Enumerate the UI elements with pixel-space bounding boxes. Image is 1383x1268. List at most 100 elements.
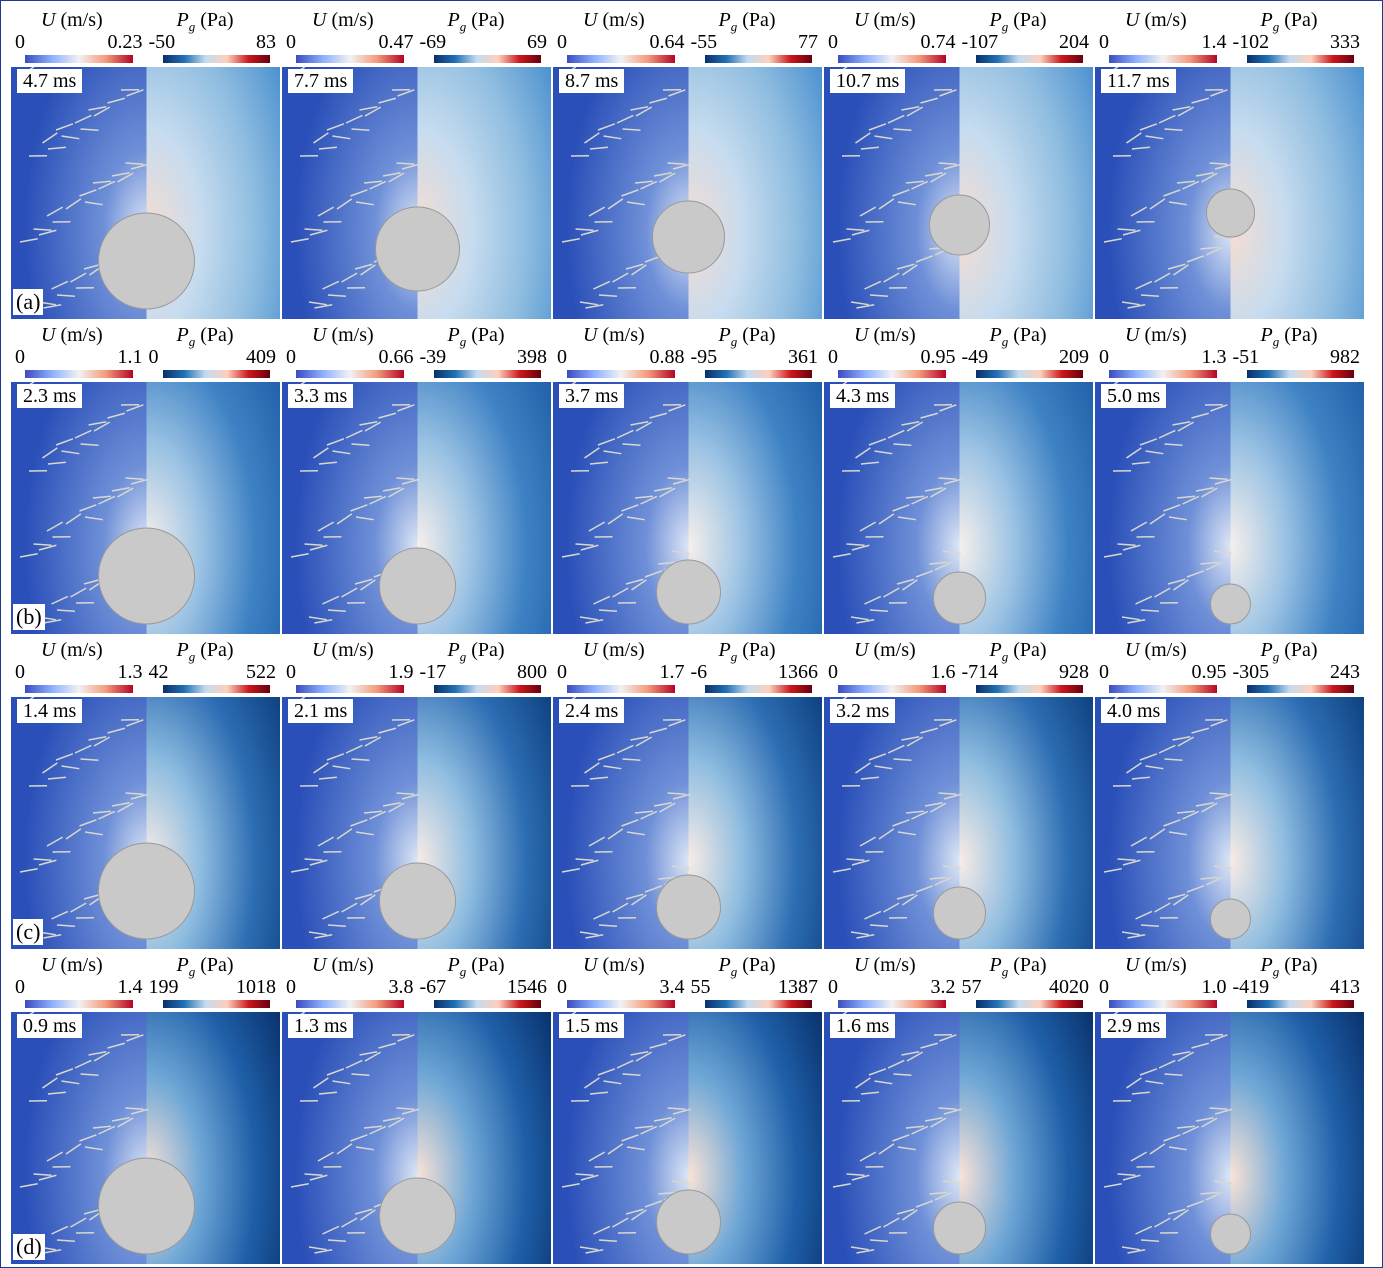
p-max: 4020	[960, 976, 1090, 999]
p-max: 333	[1231, 31, 1361, 54]
bubble	[376, 207, 460, 291]
bubble	[1211, 1214, 1251, 1254]
field-image	[553, 382, 822, 634]
bubble	[1207, 189, 1255, 237]
bubble	[653, 201, 725, 273]
u-label: U (m/s)	[854, 324, 916, 347]
pressure-field	[1231, 67, 1365, 319]
pressure-field	[960, 67, 1094, 319]
u-max: 1.3	[1095, 346, 1227, 369]
p-symbol: P	[990, 639, 1002, 661]
u-colorbar	[838, 55, 946, 63]
p-symbol: P	[448, 639, 460, 661]
p-symbol: P	[719, 639, 731, 661]
u-colorbar	[1109, 370, 1217, 378]
time-label: 3.7 ms	[559, 384, 624, 408]
field-image	[1095, 382, 1364, 634]
u-label: U (m/s)	[312, 639, 374, 662]
u-label: U (m/s)	[41, 639, 103, 662]
p-symbol: P	[1261, 324, 1273, 346]
u-label: U (m/s)	[583, 324, 645, 347]
field-image	[1095, 1012, 1364, 1264]
u-max: 0.47	[282, 31, 414, 54]
p-symbol: P	[448, 954, 460, 976]
bubble	[380, 863, 456, 939]
u-label: U (m/s)	[854, 639, 916, 662]
u-unit: (m/s)	[1144, 954, 1186, 976]
u-colorbar	[567, 370, 675, 378]
u-colorbar	[838, 685, 946, 693]
p-colorbar	[705, 685, 813, 693]
u-symbol: U	[1125, 9, 1139, 31]
field-image	[282, 697, 551, 949]
bubble	[1211, 899, 1251, 939]
u-label: U (m/s)	[583, 639, 645, 662]
p-symbol: P	[177, 954, 189, 976]
p-max: 69	[418, 31, 548, 54]
field-image	[553, 1012, 822, 1264]
bubble	[380, 548, 456, 624]
field-image	[11, 67, 280, 319]
time-label: 1.3 ms	[288, 1014, 353, 1038]
p-max: 522	[147, 661, 277, 684]
p-max: 209	[960, 346, 1090, 369]
u-colorbar	[296, 370, 404, 378]
bubble	[380, 1178, 456, 1254]
u-unit: (m/s)	[60, 324, 102, 346]
u-label: U (m/s)	[583, 954, 645, 977]
p-symbol: P	[448, 324, 460, 346]
u-label: U (m/s)	[41, 324, 103, 347]
p-symbol: P	[719, 9, 731, 31]
p-colorbar	[1247, 370, 1355, 378]
u-max: 3.4	[553, 976, 685, 999]
p-unit: (Pa)	[471, 954, 504, 976]
u-symbol: U	[1125, 324, 1139, 346]
time-label: 2.3 ms	[17, 384, 82, 408]
pressure-field	[1231, 697, 1365, 949]
p-colorbar	[976, 55, 1084, 63]
u-unit: (m/s)	[60, 639, 102, 661]
p-colorbar	[434, 370, 542, 378]
p-unit: (Pa)	[742, 9, 775, 31]
bubble	[99, 1158, 195, 1254]
u-unit: (m/s)	[873, 954, 915, 976]
bubble	[1211, 584, 1251, 624]
u-label: U (m/s)	[312, 324, 374, 347]
u-colorbar	[25, 685, 133, 693]
u-symbol: U	[854, 954, 868, 976]
u-unit: (m/s)	[602, 954, 644, 976]
u-unit: (m/s)	[331, 9, 373, 31]
p-colorbar	[705, 55, 813, 63]
velocity-field	[1095, 697, 1231, 949]
u-colorbar	[296, 685, 404, 693]
u-symbol: U	[854, 324, 868, 346]
u-label: U (m/s)	[41, 9, 103, 32]
pressure-field	[689, 67, 823, 319]
pressure-field	[1231, 1012, 1365, 1264]
p-max: 800	[418, 661, 548, 684]
u-max: 1.0	[1095, 976, 1227, 999]
time-label: 4.3 ms	[830, 384, 895, 408]
u-label: U (m/s)	[1125, 9, 1187, 32]
u-unit: (m/s)	[602, 9, 644, 31]
u-unit: (m/s)	[1144, 324, 1186, 346]
bubble	[934, 1202, 986, 1254]
p-unit: (Pa)	[1284, 639, 1317, 661]
field-image	[1095, 697, 1364, 949]
p-max: 77	[689, 31, 819, 54]
time-label: 2.1 ms	[288, 699, 353, 723]
u-symbol: U	[41, 639, 55, 661]
p-unit: (Pa)	[742, 324, 775, 346]
p-colorbar	[1247, 55, 1355, 63]
u-symbol: U	[583, 639, 597, 661]
p-max: 361	[689, 346, 819, 369]
bubble	[934, 572, 986, 624]
u-unit: (m/s)	[60, 9, 102, 31]
velocity-field	[1095, 382, 1231, 634]
p-symbol: P	[719, 324, 731, 346]
u-unit: (m/s)	[873, 639, 915, 661]
u-max: 0.66	[282, 346, 414, 369]
u-max: 0.23	[11, 31, 143, 54]
u-unit: (m/s)	[331, 639, 373, 661]
p-colorbar	[976, 1000, 1084, 1008]
